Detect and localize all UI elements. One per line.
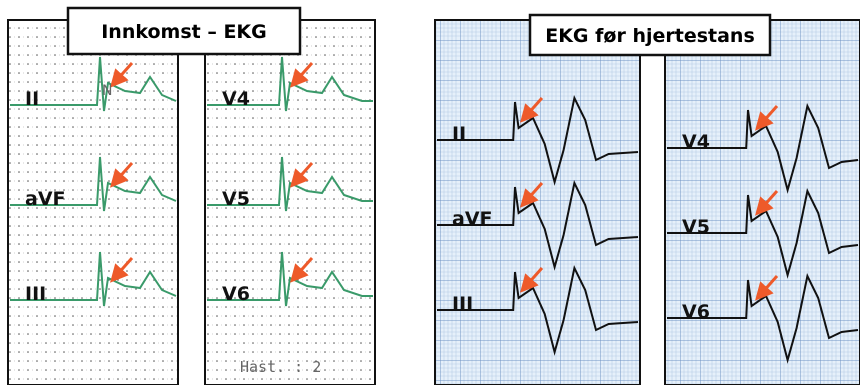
title: Innkomst – EKG	[101, 21, 267, 43]
title: EKG før hjertestans	[545, 25, 755, 47]
lead-label: III	[452, 293, 473, 315]
lead-label: V5	[682, 216, 710, 238]
figure: II aVF III V4 V5 V6 II aVF III V4 V5 V6 N Hast. : 2…	[0, 0, 860, 385]
lead-label: V5	[222, 188, 250, 210]
lead-label: V6	[222, 283, 250, 305]
lead-label: V4	[222, 88, 250, 110]
lead-label: V4	[682, 131, 710, 153]
speed-label: Hast. : 2	[240, 358, 321, 376]
ecg-strip	[665, 20, 860, 385]
lead-label: II	[25, 88, 39, 110]
annotation: N	[102, 83, 112, 99]
lead-label: aVF	[452, 208, 493, 230]
lead-label: V6	[682, 301, 710, 323]
lead-label: III	[25, 283, 46, 305]
ecg-strip	[435, 20, 640, 385]
lead-label: II	[452, 123, 466, 145]
lead-label: aVF	[25, 188, 66, 210]
